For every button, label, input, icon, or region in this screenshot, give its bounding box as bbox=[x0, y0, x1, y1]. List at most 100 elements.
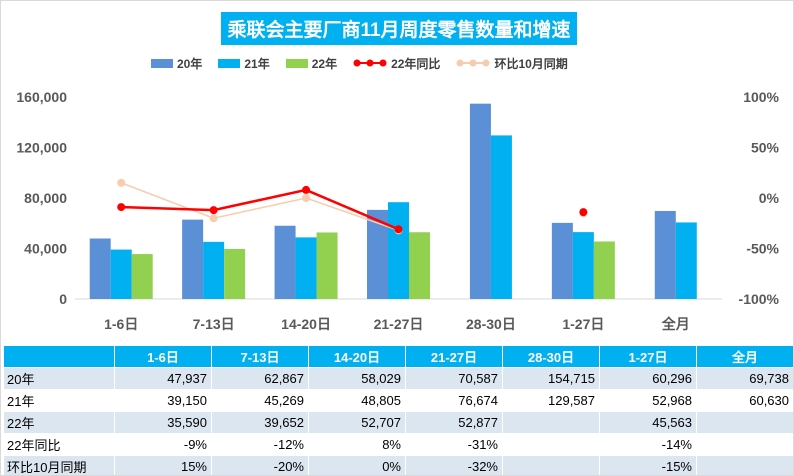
bar-21年-14-20日 bbox=[295, 237, 317, 299]
legend-item-21: 21年 bbox=[218, 55, 270, 72]
table-cell: 35,590 bbox=[114, 411, 212, 434]
legend-label-22: 22年 bbox=[311, 56, 338, 71]
legend-item-22: 22年 bbox=[285, 55, 338, 72]
data-table: 1-6日 7-13日 14-20日 21-27日 28-30日 1-27日 全月… bbox=[3, 345, 793, 475]
legend-item-mom: 环比10月同期 bbox=[456, 55, 568, 72]
bar-21年-1-27日 bbox=[572, 232, 594, 299]
legend-line-mom-icon bbox=[456, 59, 490, 67]
bar-20年-28-30日 bbox=[469, 103, 491, 300]
table-cell bbox=[696, 433, 793, 456]
bar-20年-1-6日 bbox=[89, 238, 111, 299]
y-left-tick-label: 40,000 bbox=[24, 241, 67, 257]
bar-22年-7-13日 bbox=[224, 248, 246, 299]
legend-swatch-22 bbox=[285, 58, 308, 68]
y-right-tick-label: 100% bbox=[743, 89, 779, 105]
y-left-tick-label: 160,000 bbox=[16, 89, 67, 105]
x-tick-label: 28-30日 bbox=[466, 316, 516, 332]
line-22年同比 bbox=[121, 188, 399, 231]
table-row-label: 20年 bbox=[3, 367, 115, 390]
table-cell bbox=[502, 455, 600, 475]
point-22年同比-7-13日 bbox=[209, 206, 218, 215]
table-cell: 47,937 bbox=[114, 367, 212, 390]
legend-item-20: 20年 bbox=[151, 55, 202, 72]
point-22年同比-1-27日 bbox=[579, 208, 588, 217]
table-cell: 154,715 bbox=[502, 367, 600, 390]
y-right-tick-label: 50% bbox=[751, 140, 780, 156]
table-cell bbox=[502, 411, 600, 434]
chart-title: 乘联会主要厂商11月周度零售数量和增速 bbox=[221, 12, 577, 45]
table-cell: 0% bbox=[308, 455, 406, 475]
table-header-blank bbox=[3, 345, 115, 368]
table-row: 21年 39,150 45,269 48,805 76,674 129,587 … bbox=[3, 389, 793, 412]
y-right-tick-label: -50% bbox=[746, 241, 779, 257]
table-cell: 52,707 bbox=[308, 411, 406, 434]
table-cell: 39,150 bbox=[114, 389, 212, 412]
bar-22年-1-6日 bbox=[131, 254, 153, 299]
line-环比10月同期 bbox=[120, 182, 399, 232]
point-环比10月同期-1-6日 bbox=[117, 178, 126, 187]
table-row: 22年 35,590 39,652 52,707 52,877 45,563 bbox=[3, 411, 793, 434]
y-left-tick-label: 80,000 bbox=[24, 190, 67, 206]
table-cell: 45,269 bbox=[211, 389, 309, 412]
table-header-14-20: 14-20日 bbox=[308, 345, 406, 368]
point-环比10月同期-7-13日 bbox=[209, 214, 218, 223]
point-22年同比-21-27日 bbox=[394, 225, 403, 234]
table-cell: 48,805 bbox=[308, 389, 406, 412]
table-cell: -31% bbox=[405, 433, 503, 456]
bar-21年-全月 bbox=[675, 222, 697, 299]
table-row: 22年同比 -9% -12% 8% -31% -14% bbox=[3, 433, 793, 456]
table-cell: 70,587 bbox=[405, 367, 503, 390]
legend-label-20: 20年 bbox=[177, 56, 203, 71]
point-22年同比-14-20日 bbox=[302, 185, 311, 194]
bar-22年-21-27日 bbox=[409, 232, 430, 299]
bar-21年-28-30日 bbox=[490, 135, 512, 299]
legend-label-21: 21年 bbox=[244, 56, 270, 71]
x-tick-label: 14-20日 bbox=[281, 316, 331, 332]
table-cell bbox=[502, 433, 600, 456]
table-cell: 45,563 bbox=[599, 411, 697, 434]
table-row-label: 环比10月同期 bbox=[3, 455, 115, 475]
table-cell: 58,029 bbox=[308, 367, 406, 390]
x-tick-label: 全月 bbox=[661, 316, 690, 332]
bar-21年-7-13日 bbox=[203, 241, 225, 299]
bar-20年-1-27日 bbox=[551, 222, 573, 299]
bar-22年-14-20日 bbox=[316, 232, 338, 299]
y-left-tick-label: 120,000 bbox=[16, 140, 67, 156]
bar-21年-1-6日 bbox=[110, 249, 132, 299]
legend-label-yoy: 22年同比 bbox=[391, 56, 441, 71]
table-header-7-13: 7-13日 bbox=[211, 345, 309, 368]
table-cell: 8% bbox=[308, 433, 406, 456]
bar-20年-全月 bbox=[654, 210, 676, 299]
bar-22年-1-27日 bbox=[593, 241, 615, 299]
table-header-21-27: 21-27日 bbox=[405, 345, 503, 368]
bar-20年-14-20日 bbox=[274, 225, 296, 299]
table-cell: -15% bbox=[599, 455, 697, 475]
legend-item-yoy: 22年同比 bbox=[353, 55, 440, 72]
table-cell: -12% bbox=[211, 433, 309, 456]
legend-label-mom: 环比10月同期 bbox=[494, 56, 568, 71]
bar-21年-21-27日 bbox=[388, 202, 409, 299]
table-cell: -32% bbox=[405, 455, 503, 475]
table-cell: 15% bbox=[114, 455, 212, 475]
y-right-tick-label: -100% bbox=[739, 291, 780, 307]
table-cell: 39,652 bbox=[211, 411, 309, 434]
x-tick-label: 21-27日 bbox=[374, 316, 424, 332]
table-cell: 129,587 bbox=[502, 389, 600, 412]
table-row-label: 22年 bbox=[3, 411, 115, 434]
table-cell: 60,630 bbox=[696, 389, 793, 412]
table-cell: 76,674 bbox=[405, 389, 503, 412]
table-header-1-6: 1-6日 bbox=[114, 345, 212, 368]
bar-20年-7-13日 bbox=[182, 219, 204, 299]
table-cell: 69,738 bbox=[696, 367, 793, 390]
table-row-label: 21年 bbox=[3, 389, 115, 412]
table-cell: 52,968 bbox=[599, 389, 697, 412]
chart-canvas: 0 40,000 80,000 120,000 160,000 -100% -50% 0% 50… bbox=[16, 89, 780, 332]
table-cell bbox=[696, 411, 793, 434]
legend-swatch-20 bbox=[151, 58, 173, 68]
bar-20年-21-27日 bbox=[367, 209, 388, 299]
legend-line-yoy-icon bbox=[353, 59, 387, 67]
table-cell bbox=[696, 455, 793, 475]
table-cell: -9% bbox=[114, 433, 212, 456]
point-环比10月同期-14-20日 bbox=[302, 194, 311, 202]
